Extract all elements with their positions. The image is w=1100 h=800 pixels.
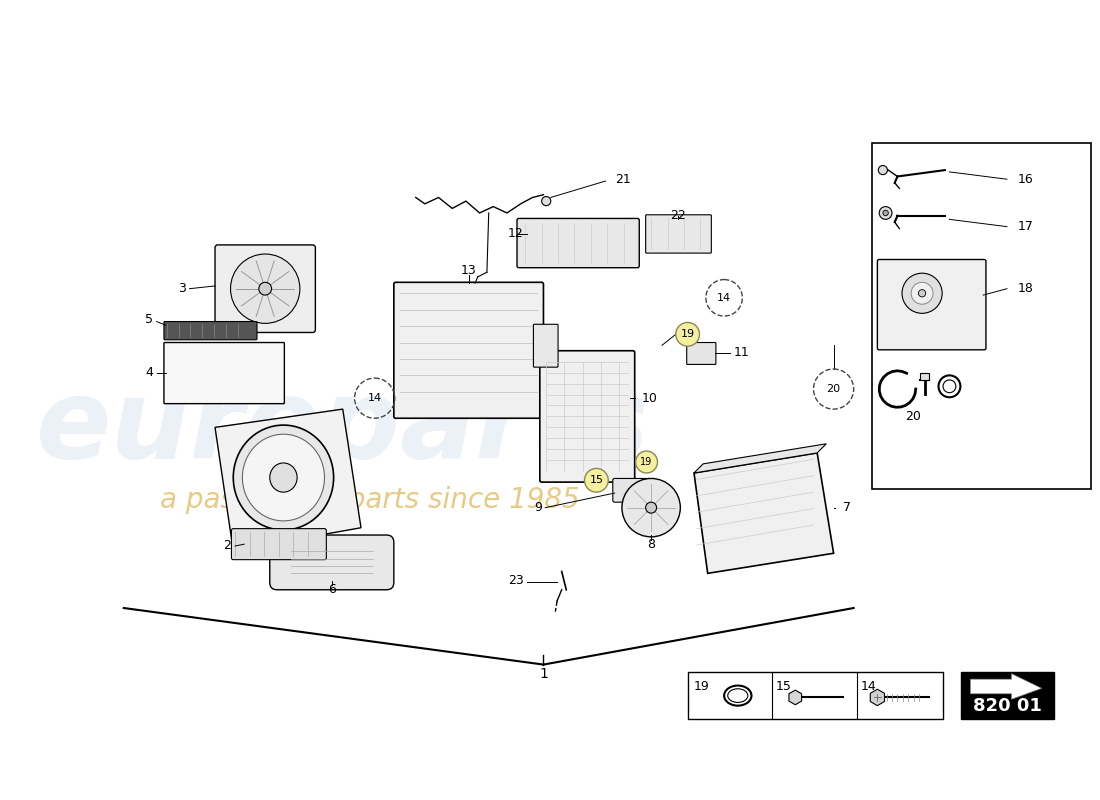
FancyBboxPatch shape xyxy=(394,282,543,418)
FancyBboxPatch shape xyxy=(646,214,712,253)
Polygon shape xyxy=(694,453,834,574)
Text: 19: 19 xyxy=(640,457,652,467)
FancyBboxPatch shape xyxy=(517,218,639,268)
Text: 1: 1 xyxy=(539,666,548,681)
Ellipse shape xyxy=(242,434,324,521)
Text: 19: 19 xyxy=(681,330,695,339)
Ellipse shape xyxy=(270,463,297,492)
Text: 4: 4 xyxy=(145,366,153,379)
FancyBboxPatch shape xyxy=(270,535,394,590)
Text: europarts: europarts xyxy=(35,374,650,481)
Text: 23: 23 xyxy=(507,574,524,587)
Text: 13: 13 xyxy=(461,264,476,277)
FancyBboxPatch shape xyxy=(214,245,316,333)
Text: 9: 9 xyxy=(534,501,541,514)
Circle shape xyxy=(258,282,272,295)
FancyBboxPatch shape xyxy=(164,342,285,404)
Bar xyxy=(961,672,1055,719)
Text: 22: 22 xyxy=(671,210,686,222)
Text: 14: 14 xyxy=(367,393,382,403)
Polygon shape xyxy=(970,674,1042,699)
Circle shape xyxy=(902,273,943,314)
Circle shape xyxy=(231,254,300,323)
Circle shape xyxy=(636,451,658,473)
Text: 820 01: 820 01 xyxy=(974,697,1043,714)
Text: 12: 12 xyxy=(507,227,524,241)
FancyBboxPatch shape xyxy=(231,529,327,560)
Bar xyxy=(688,672,943,719)
Text: 7: 7 xyxy=(843,501,850,514)
Circle shape xyxy=(584,469,608,492)
Text: 16: 16 xyxy=(1018,173,1034,186)
FancyBboxPatch shape xyxy=(534,324,558,367)
Text: 10: 10 xyxy=(642,392,658,405)
Circle shape xyxy=(879,206,892,219)
Text: 18: 18 xyxy=(1018,282,1034,295)
FancyBboxPatch shape xyxy=(613,478,651,502)
Text: 15: 15 xyxy=(776,680,791,693)
Polygon shape xyxy=(789,690,802,705)
Circle shape xyxy=(621,478,680,537)
FancyBboxPatch shape xyxy=(540,350,635,482)
Text: 20: 20 xyxy=(826,384,840,394)
Text: 20: 20 xyxy=(905,410,921,423)
Text: 14: 14 xyxy=(860,680,876,693)
Circle shape xyxy=(646,502,657,513)
Bar xyxy=(921,373,929,380)
Text: 6: 6 xyxy=(328,583,336,596)
FancyBboxPatch shape xyxy=(878,259,986,350)
Text: 11: 11 xyxy=(734,346,749,359)
Text: 2: 2 xyxy=(223,539,231,553)
Ellipse shape xyxy=(728,689,748,702)
Circle shape xyxy=(878,166,888,174)
Circle shape xyxy=(883,210,889,216)
Ellipse shape xyxy=(233,425,333,530)
Text: 19: 19 xyxy=(693,680,710,693)
Circle shape xyxy=(918,290,926,297)
Text: 3: 3 xyxy=(178,282,186,295)
Text: 21: 21 xyxy=(615,173,630,186)
Text: 15: 15 xyxy=(590,475,604,486)
FancyBboxPatch shape xyxy=(164,322,257,340)
Polygon shape xyxy=(214,409,361,550)
Polygon shape xyxy=(870,690,884,706)
Text: 17: 17 xyxy=(1018,220,1034,233)
Text: a passion for parts since 1985: a passion for parts since 1985 xyxy=(161,486,580,514)
FancyBboxPatch shape xyxy=(686,342,716,365)
Text: 8: 8 xyxy=(647,538,656,550)
Circle shape xyxy=(911,282,933,304)
Text: 14: 14 xyxy=(717,293,732,303)
Text: 5: 5 xyxy=(145,314,153,326)
Circle shape xyxy=(675,322,700,346)
Polygon shape xyxy=(694,444,826,473)
Circle shape xyxy=(541,197,551,206)
Bar xyxy=(872,142,1091,490)
